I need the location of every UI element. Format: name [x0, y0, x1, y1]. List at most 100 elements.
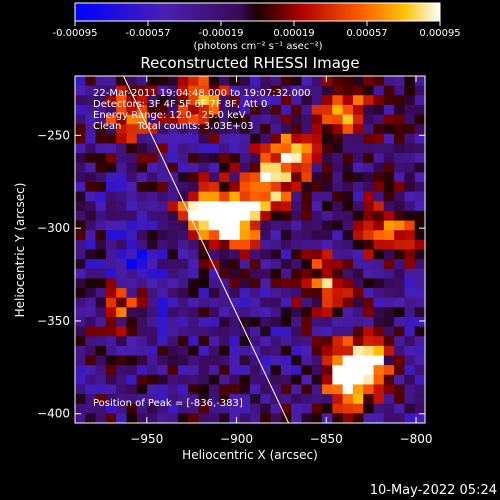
heatmap-cell — [311, 239, 323, 251]
heatmap-cell — [342, 162, 354, 173]
heatmap-cell — [157, 288, 169, 299]
heatmap-cell — [250, 316, 261, 328]
heatmap-cell — [136, 259, 148, 270]
heatmap-cell — [404, 268, 416, 280]
heatmap-cell — [373, 239, 385, 251]
heatmap-cell — [116, 307, 128, 318]
heatmap-cell — [85, 249, 97, 260]
heatmap-cell — [332, 249, 344, 260]
heatmap-cell — [188, 403, 200, 414]
heatmap-cell — [383, 307, 395, 318]
heatmap-cell — [291, 355, 303, 366]
heatmap-cell — [116, 162, 128, 173]
heatmap-cell — [280, 85, 292, 96]
heatmap-cell — [126, 124, 138, 135]
heatmap-cell — [147, 307, 158, 318]
heatmap-cell — [167, 191, 179, 202]
heatmap-cell — [188, 95, 200, 106]
x-tick-label: −800 — [400, 432, 433, 446]
heatmap-cell — [373, 355, 385, 366]
heatmap-cell — [208, 403, 220, 414]
heatmap-cell — [208, 239, 220, 251]
heatmap-cell — [157, 172, 169, 183]
heatmap-cell — [311, 403, 323, 414]
heatmap-cell — [260, 124, 272, 135]
heatmap-cell — [322, 365, 333, 376]
heatmap-cell — [414, 278, 425, 289]
heatmap-cell — [311, 191, 323, 202]
heatmap-cell — [136, 316, 148, 328]
heatmap-cell — [322, 172, 333, 183]
heatmap-cell — [394, 249, 406, 260]
heatmap-cell — [352, 114, 364, 125]
heatmap-cell — [383, 210, 395, 222]
heatmap-cell — [250, 413, 261, 423]
heatmap-cell — [414, 172, 425, 183]
heatmap-cell — [126, 384, 138, 395]
heatmap-cell — [332, 268, 344, 280]
heatmap-cell — [291, 239, 303, 251]
heatmap-cell — [311, 345, 323, 357]
heatmap-cell — [363, 316, 375, 328]
heatmap-cell — [95, 374, 107, 386]
heatmap-cell — [239, 297, 251, 308]
heatmap-cell — [136, 336, 148, 347]
heatmap-cell — [383, 230, 395, 241]
heatmap-cell — [414, 268, 425, 280]
heatmap-cell — [250, 85, 261, 96]
heatmap-cell — [219, 239, 231, 251]
heatmap-cell — [157, 230, 169, 241]
heatmap-cell — [157, 259, 169, 270]
heatmap-cell — [167, 239, 179, 251]
heatmap-cell — [301, 288, 313, 299]
heatmap-cell — [85, 345, 97, 357]
heatmap-cell — [147, 326, 158, 337]
heatmap-cell — [291, 345, 303, 357]
heatmap-cell — [157, 355, 169, 366]
heatmap-cell — [394, 403, 406, 414]
heatmap-cell — [208, 413, 220, 423]
heatmap-cell — [95, 336, 107, 347]
heatmap-cell — [239, 239, 251, 251]
heatmap-cell — [239, 191, 251, 202]
heatmap-cell — [342, 307, 354, 318]
heatmap-cell — [177, 259, 189, 270]
heatmap-cell — [363, 307, 375, 318]
heatmap-cell — [342, 143, 354, 154]
heatmap-cell — [311, 355, 323, 366]
heatmap-cell — [177, 413, 189, 423]
heatmap-cell — [75, 268, 86, 280]
heatmap-cell — [105, 374, 117, 386]
heatmap-cell — [157, 345, 169, 357]
heatmap-cell — [85, 133, 97, 145]
heatmap-cell — [198, 172, 210, 183]
heatmap-cell — [404, 114, 416, 125]
heatmap-cell — [373, 268, 385, 280]
heatmap-cell — [229, 365, 241, 376]
heatmap-cell — [75, 365, 86, 376]
heatmap-cell — [342, 191, 354, 202]
heatmap-cell — [188, 85, 200, 96]
heatmap-cell — [250, 288, 261, 299]
heatmap-cell — [219, 114, 231, 125]
heatmap-cell — [95, 268, 107, 280]
heatmap-cell — [280, 210, 292, 222]
heatmap-cell — [219, 210, 231, 222]
heatmap-cell — [404, 85, 416, 96]
heatmap-cell — [291, 384, 303, 395]
heatmap-cell — [332, 355, 344, 366]
heatmap-cell — [219, 403, 231, 414]
heatmap-cell — [332, 403, 344, 414]
heatmap-cell — [352, 124, 364, 135]
y-tick-label: −250 — [37, 128, 70, 142]
heatmap-cell — [352, 191, 364, 202]
heatmap-cell — [126, 336, 138, 347]
heatmap-cell — [250, 403, 261, 414]
heatmap-cell — [229, 95, 241, 106]
heatmap-cell — [239, 345, 251, 357]
heatmap-cell — [136, 326, 148, 337]
heatmap-cell — [95, 95, 107, 106]
heatmap-cell — [332, 104, 344, 116]
heatmap-cell — [136, 307, 148, 318]
heatmap-cell — [260, 403, 272, 414]
